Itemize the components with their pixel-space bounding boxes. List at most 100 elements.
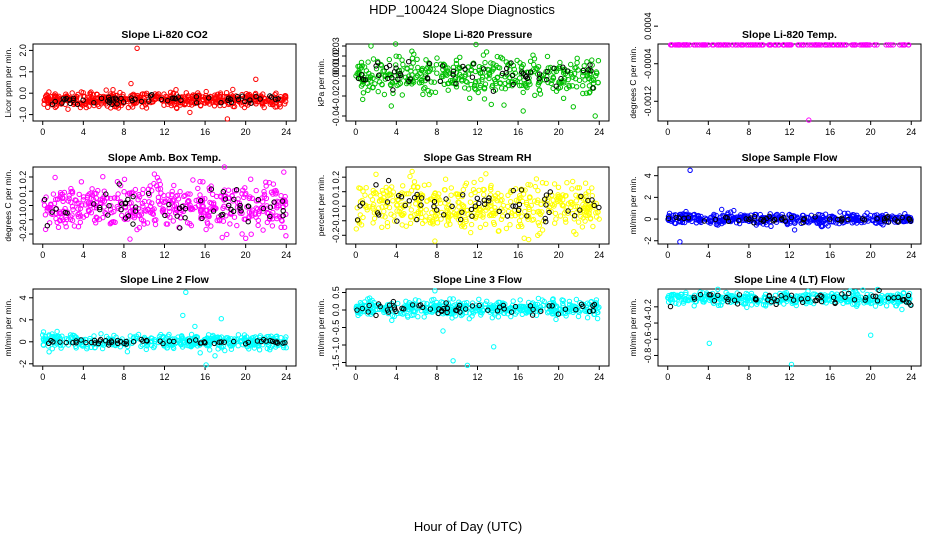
data-point [419, 67, 425, 73]
data-point [459, 78, 465, 84]
data-point [122, 200, 129, 206]
data-point [211, 200, 217, 206]
data-point [509, 72, 516, 79]
data-point [508, 309, 515, 315]
data-point [178, 97, 184, 104]
data-point [82, 202, 89, 208]
y-tick-label: 4 [18, 295, 28, 300]
data-point [97, 336, 104, 343]
data-point [360, 76, 367, 83]
data-point [520, 89, 526, 96]
data-point [403, 223, 409, 229]
data-point [118, 207, 124, 213]
data-point [518, 187, 525, 193]
data-point [430, 66, 436, 72]
data-point [559, 202, 566, 208]
data-point [497, 198, 504, 204]
data-point [80, 97, 86, 103]
data-point [469, 303, 476, 309]
x-tick-label: 0 [353, 372, 358, 382]
data-point [73, 334, 79, 340]
data-point [173, 205, 179, 211]
data-point [453, 60, 460, 67]
x-tick-label: 8 [121, 372, 126, 382]
data-point [719, 206, 725, 213]
x-tick-label: 20 [866, 372, 876, 382]
data-point [130, 221, 136, 227]
data-point [720, 294, 726, 301]
panel-title: Slope Sample Flow [742, 152, 839, 164]
x-tick-label: 16 [825, 127, 835, 137]
data-point [542, 215, 548, 222]
outlier-point [134, 45, 140, 51]
data-point [862, 297, 868, 303]
data-point [255, 196, 261, 203]
data-point [355, 312, 361, 319]
data-point [459, 209, 465, 215]
data-point [590, 223, 596, 230]
data-point [427, 306, 434, 312]
outlier-point [491, 344, 497, 350]
data-point [488, 60, 494, 66]
data-point [399, 305, 405, 311]
data-point [176, 205, 183, 211]
data-point [870, 293, 876, 299]
data-point [563, 313, 569, 319]
data-point [255, 211, 262, 217]
data-point [766, 293, 772, 299]
data-point [464, 300, 470, 306]
data-point [716, 219, 722, 225]
data-point [409, 302, 416, 308]
data-point [234, 94, 241, 100]
data-point [355, 75, 362, 82]
outlier-point [187, 109, 193, 116]
data-point [788, 212, 794, 219]
data-point [132, 96, 138, 102]
data-point [866, 215, 872, 221]
data-point [771, 42, 778, 48]
x-tick-label: 24 [281, 127, 291, 137]
data-point [210, 191, 216, 198]
outlier-point [243, 235, 249, 242]
series-selected-slopes [354, 177, 602, 225]
x-tick-label: 0 [353, 250, 358, 260]
data-point [749, 42, 756, 48]
y-tick-label: 0.02 [331, 47, 341, 65]
data-point [100, 342, 107, 348]
data-point [197, 192, 203, 198]
outlier-point [192, 323, 198, 330]
data-point [703, 216, 709, 223]
data-point [88, 339, 95, 346]
data-point [400, 311, 406, 317]
y-tick-label: -0.6 [643, 331, 653, 347]
data-point [91, 100, 97, 106]
data-point [557, 213, 564, 219]
data-point [249, 207, 256, 213]
data-point [110, 96, 116, 102]
data-point [77, 205, 84, 212]
series-selected-slopes [354, 298, 598, 319]
data-point [585, 67, 591, 73]
data-point [231, 214, 238, 220]
data-point [476, 302, 482, 309]
data-point [422, 84, 428, 91]
data-point [438, 74, 445, 80]
data-point [816, 42, 822, 48]
data-point [253, 93, 259, 100]
data-point [710, 300, 717, 307]
data-point [44, 223, 50, 229]
data-point [468, 206, 475, 213]
data-point [452, 313, 459, 319]
data-point [270, 209, 276, 216]
data-point [354, 307, 360, 313]
data-point [391, 313, 398, 319]
data-point [233, 187, 240, 193]
data-point [559, 307, 565, 313]
y-tick-label: -0.8 [643, 348, 653, 364]
data-point [842, 294, 848, 300]
data-point [281, 224, 288, 231]
outlier-point [788, 361, 795, 368]
data-point [530, 209, 537, 215]
data-point [94, 215, 100, 221]
outlier-point [224, 116, 231, 122]
